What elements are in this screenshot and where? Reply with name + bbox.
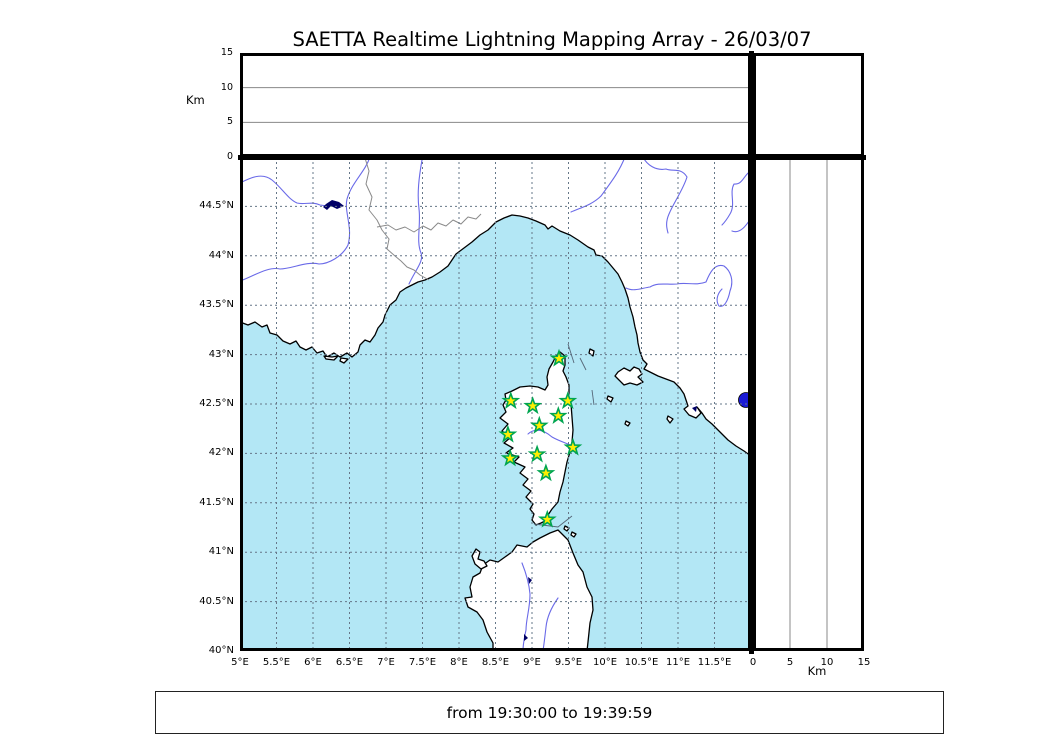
- corsica-island: [499, 351, 574, 526]
- lon-tick-label: 11.5°E: [697, 657, 732, 668]
- lon-tick-label: 10°E: [592, 657, 618, 668]
- lon-tick-label: 6°E: [304, 657, 322, 668]
- lat-tick-label: 44.5°N: [199, 200, 234, 212]
- border-branch: [376, 213, 482, 233]
- river-po-tributary-2: [721, 170, 751, 226]
- station-marker: [500, 448, 520, 467]
- country-borders: [364, 157, 482, 281]
- maritime-boundaries: [533, 343, 595, 528]
- lat-tick-label: 41°N: [208, 546, 234, 558]
- lat-tick-label: 44°N: [208, 249, 234, 261]
- top-panel-gridlines: [240, 87, 751, 123]
- station-marker: [536, 463, 556, 482]
- altitude-longitude-panel: [240, 53, 751, 157]
- altitude-tick-label: 5: [226, 116, 233, 128]
- right-panel-gridlines: [789, 157, 828, 651]
- orbetello-lagoon: [692, 406, 697, 412]
- hyeres-island-1: [323, 355, 339, 361]
- graticule-gridlines: [240, 157, 751, 651]
- altitude-km-tick-label: 15: [857, 657, 871, 668]
- station-marker: [498, 424, 518, 443]
- altitude-unit-label-left: Km: [186, 93, 205, 107]
- pianosa-island: [606, 395, 614, 403]
- station-marker: [563, 437, 583, 456]
- station-marker: [501, 391, 521, 410]
- map-panel: [240, 157, 751, 651]
- figure-title: SAETTA Realtime Lightning Mapping Array …: [292, 28, 812, 51]
- maritime-line-bonifacio: [533, 515, 573, 528]
- maritime-line-3: [591, 389, 595, 406]
- lon-tick-label: 5°E: [231, 657, 249, 668]
- river-var: [408, 159, 423, 285]
- france-italy-border: [364, 157, 430, 281]
- capraia-island: [588, 348, 595, 357]
- altitude-tick-label: 15: [220, 47, 233, 58]
- top-panel-background: [240, 53, 751, 157]
- altitude-km-tick-label: 10: [820, 657, 834, 668]
- river-upper-durance: [240, 175, 329, 207]
- lat-tick-label: 42°N: [208, 447, 234, 459]
- lon-tick-label: 10.5°E: [624, 657, 659, 668]
- lon-tick-label: 9.5°E: [554, 657, 583, 668]
- altitude-tick-label: 0: [226, 151, 233, 162]
- small-islands: [323, 348, 674, 570]
- montecristo-island: [624, 420, 631, 427]
- station-markers: [498, 348, 583, 528]
- lat-tick-label: 41.5°N: [199, 496, 234, 508]
- maritime-line-2: [579, 357, 587, 371]
- thick-vertical-divider: [749, 51, 754, 654]
- station-marker: [537, 509, 557, 528]
- asinara-island: [471, 548, 488, 570]
- mainland-coast: [240, 157, 751, 457]
- lat-tick-label: 40.5°N: [199, 595, 234, 607]
- lon-tick-label: 11°E: [665, 657, 691, 668]
- station-marker: [529, 415, 549, 434]
- lon-tick-label: 8.5°E: [481, 657, 510, 668]
- time-range-text: from 19:30:00 to 19:39:59: [446, 703, 653, 722]
- lon-tick-label: 9°E: [523, 657, 541, 668]
- lat-tick-label: 40°N: [208, 645, 234, 656]
- sardinia-lake-1: [528, 577, 532, 584]
- corner-panel-background: [753, 53, 864, 157]
- lat-tick-label: 43°N: [208, 348, 234, 360]
- time-range-box: from 19:30:00 to 19:39:59: [155, 691, 944, 734]
- lon-tick-label: 6.5°E: [335, 657, 364, 668]
- sardinia-lake-2: [524, 634, 528, 641]
- giglio-island: [666, 415, 674, 424]
- sardinia-island: [464, 529, 594, 651]
- thick-horizontal-divider: [238, 155, 866, 160]
- lat-tick-label: 42.5°N: [199, 398, 234, 409]
- lat-tick-label: 43.5°N: [199, 299, 234, 311]
- elba-island: [614, 366, 644, 386]
- altitude-km-tick-label: 0: [749, 657, 757, 668]
- right-panel-background: [753, 157, 864, 651]
- river-tanaro: [570, 157, 626, 213]
- station-marker: [549, 348, 569, 367]
- station-marker: [558, 391, 578, 410]
- river-po-tributary-1: [642, 157, 688, 234]
- station-marker: [523, 396, 543, 415]
- lon-tick-label: 5.5°E: [262, 657, 291, 668]
- river-sardinia-1: [521, 562, 531, 651]
- altitude-unit-label-bottom: Km: [807, 664, 827, 678]
- station-marker: [527, 444, 547, 463]
- lon-tick-label: 7°E: [377, 657, 395, 668]
- altitude-km-tick-label: 5: [786, 657, 794, 668]
- lon-tick-label: 8°E: [450, 657, 468, 668]
- station-marker: [548, 405, 568, 424]
- hyeres-island-2: [339, 357, 349, 364]
- maddalena-islet-2: [570, 531, 577, 538]
- river-arno: [625, 264, 733, 307]
- altitude-tick-label: 10: [220, 81, 233, 93]
- corner-panel: [753, 53, 864, 157]
- maddalena-islet-1: [563, 525, 570, 532]
- maritime-line-1: [567, 343, 575, 364]
- lon-tick-label: 7.5°E: [408, 657, 437, 668]
- lake-serre-poncon: [323, 200, 344, 210]
- altitude-latitude-panel: [753, 157, 864, 651]
- river-sardinia-2: [542, 597, 559, 651]
